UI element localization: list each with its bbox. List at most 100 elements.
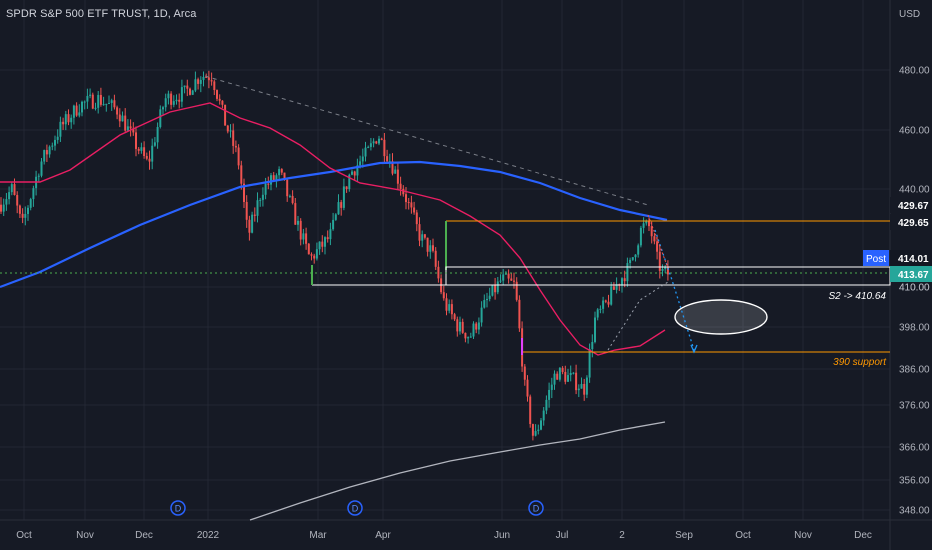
candle	[602, 296, 605, 314]
candle-body	[86, 95, 89, 102]
ma-long-line	[249, 421, 666, 521]
candle	[229, 124, 232, 138]
candle-body	[278, 169, 281, 176]
candle-body	[89, 94, 92, 96]
candle	[494, 277, 497, 300]
candle-body	[656, 241, 659, 252]
candle	[577, 384, 580, 398]
candle	[83, 100, 86, 110]
candle	[583, 378, 586, 401]
candle	[653, 232, 656, 245]
candle-body	[488, 295, 491, 299]
candle-body	[432, 245, 434, 251]
candle-body	[534, 430, 537, 436]
candle	[183, 85, 186, 94]
candle	[472, 321, 475, 340]
candle	[391, 153, 394, 176]
y-axis: 348.00 356.00 366.00 376.00 386.00 398.00 410.…	[899, 9, 930, 517]
candle-body	[178, 99, 181, 102]
candle	[5, 192, 8, 211]
candle	[477, 317, 480, 335]
price-label-text: 429.65	[898, 218, 929, 229]
current-price-label: 413.67	[898, 270, 929, 281]
candle	[648, 217, 650, 231]
candle	[399, 176, 402, 196]
candle-body	[135, 132, 137, 149]
candle	[513, 272, 515, 289]
candle	[199, 76, 202, 93]
candle-body	[513, 280, 515, 282]
ma-50-line	[0, 102, 666, 356]
candle-body	[21, 213, 24, 218]
candle	[280, 168, 283, 176]
candle-body	[342, 186, 345, 208]
candle-body	[353, 171, 356, 176]
candle	[529, 394, 532, 428]
candle-body	[610, 286, 613, 305]
candle	[337, 194, 340, 215]
candle-body	[580, 383, 583, 389]
candle	[302, 228, 305, 245]
candle-body	[105, 103, 108, 105]
candle-body	[194, 79, 197, 91]
candle	[631, 257, 634, 261]
candle-body	[72, 105, 75, 118]
candle	[175, 94, 178, 105]
x-tick-label: Oct	[16, 530, 32, 541]
candle-body	[469, 336, 472, 338]
candle-body	[602, 300, 605, 309]
candle	[534, 424, 537, 437]
candle-body	[318, 241, 321, 250]
candle-body	[507, 273, 510, 279]
candle-body	[572, 372, 575, 374]
candle-body	[329, 229, 332, 240]
candle	[531, 423, 534, 441]
candle-body	[221, 100, 224, 105]
candle	[526, 375, 529, 402]
candle-body	[359, 161, 362, 166]
candle	[240, 160, 243, 190]
candle-body	[394, 169, 397, 174]
candle-body	[450, 304, 453, 315]
candle	[216, 89, 218, 102]
candle-body	[658, 251, 661, 271]
candle-body	[383, 139, 386, 157]
candle	[486, 292, 488, 308]
candle	[162, 105, 164, 115]
candle	[97, 90, 100, 114]
candle	[213, 79, 216, 96]
candle	[164, 93, 167, 112]
candle-body	[18, 205, 21, 214]
candle	[367, 145, 370, 149]
candle	[664, 265, 667, 273]
candle-body	[116, 107, 119, 115]
candle	[113, 94, 116, 110]
candle	[145, 152, 148, 161]
candle	[432, 238, 434, 253]
candle-body	[224, 104, 227, 126]
candle-body	[83, 101, 86, 103]
candle	[118, 108, 121, 128]
candle-body	[653, 236, 656, 242]
candle-body	[237, 147, 240, 166]
candle-body	[585, 377, 588, 395]
candle-body	[91, 94, 94, 109]
candle	[116, 105, 119, 120]
candle	[394, 166, 397, 174]
candle-body	[558, 367, 561, 380]
candle	[324, 236, 326, 255]
candle-body	[29, 199, 32, 208]
candle	[294, 197, 297, 225]
candle-body	[294, 203, 297, 225]
candle	[27, 205, 29, 221]
candle-body	[59, 121, 62, 137]
candle-body	[324, 237, 326, 247]
annotation-s2: S2 -> 410.64	[828, 291, 886, 302]
candle-body	[226, 125, 229, 132]
y-tick-label: 376.00	[899, 401, 930, 412]
candle-body	[434, 250, 437, 267]
candle-body	[251, 214, 254, 233]
candle-body	[45, 150, 48, 155]
candle-body	[110, 100, 113, 103]
